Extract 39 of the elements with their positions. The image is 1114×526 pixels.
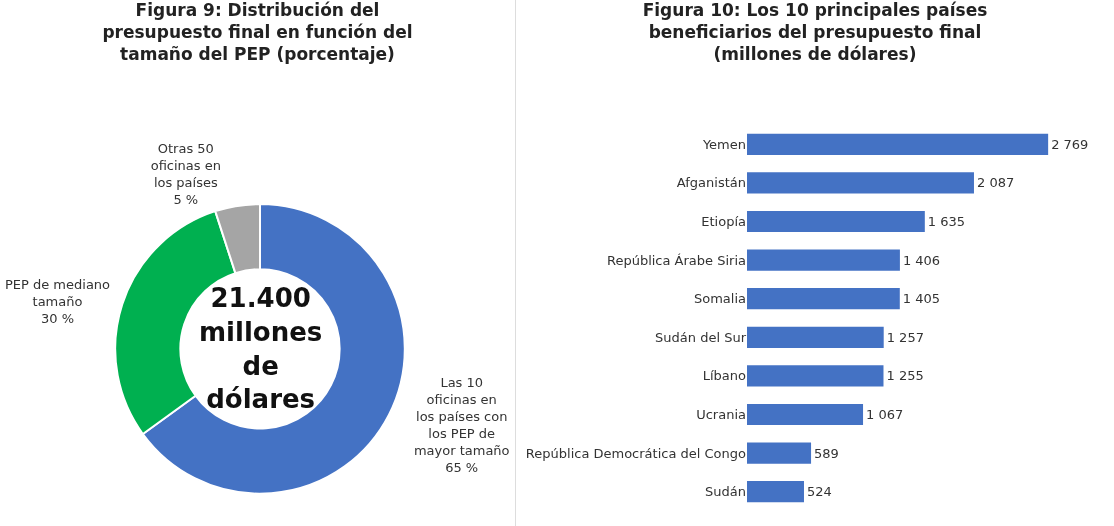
- data-label: 1 635: [927, 214, 966, 230]
- bar: [747, 481, 804, 503]
- data-label: 1 406: [902, 252, 941, 268]
- bar: [747, 442, 812, 464]
- data-label: 1 257: [886, 329, 924, 345]
- data-label: 1 067: [866, 407, 904, 423]
- y-tick-label: Líbano: [702, 368, 747, 384]
- y-tick-label: Afganistán: [676, 175, 746, 191]
- data-label: 524: [806, 484, 832, 500]
- bar: [747, 249, 900, 271]
- y-tick-label: República Árabe Siria: [606, 252, 746, 268]
- y-tick-label: Etiopía: [701, 214, 746, 230]
- data-label: 65 %: [445, 459, 479, 475]
- y-tick-label: Sudán del Sur: [655, 329, 747, 345]
- text: 21.400 millones de dólares: [199, 283, 323, 415]
- bar: [747, 365, 884, 387]
- bar: [747, 288, 900, 310]
- slice-label: Las 10 oficinas en los países con los PEP de mayor tamaño: [413, 375, 510, 458]
- data-label: 589: [814, 445, 839, 461]
- y-tick-label: Sudán: [705, 484, 746, 500]
- chart-title: Figura 9: Distribución del presupuesto final en función del tamaño del PEP (porcentaje): [102, 0, 413, 64]
- data-label: 5 %: [173, 191, 199, 207]
- data-label: 30 %: [40, 311, 75, 327]
- y-tick-label: Yemen: [701, 136, 746, 152]
- y-tick-label: República Democrática del Congo: [525, 445, 747, 461]
- bar: [747, 403, 864, 426]
- bar: [747, 210, 925, 233]
- data-label: 1 405: [902, 291, 941, 307]
- slice-label: Otras 50 oficinas en los países: [150, 140, 221, 190]
- y-tick-label: Ucrania: [696, 407, 746, 423]
- y-tick-label: Somalia: [693, 291, 746, 307]
- data-label: 2 769: [1051, 136, 1089, 152]
- bar: [747, 172, 974, 194]
- slice-label: PEP de mediano tamaño: [4, 277, 111, 310]
- chart-title: Figura 10: Los 10 principales países beneficiarios del presupuesto final (millones de dólares): [642, 0, 988, 64]
- data-label: 2 087: [976, 175, 1015, 191]
- bar: [747, 133, 1049, 155]
- data-label: 1 255: [886, 368, 924, 384]
- bar: [747, 326, 884, 348]
